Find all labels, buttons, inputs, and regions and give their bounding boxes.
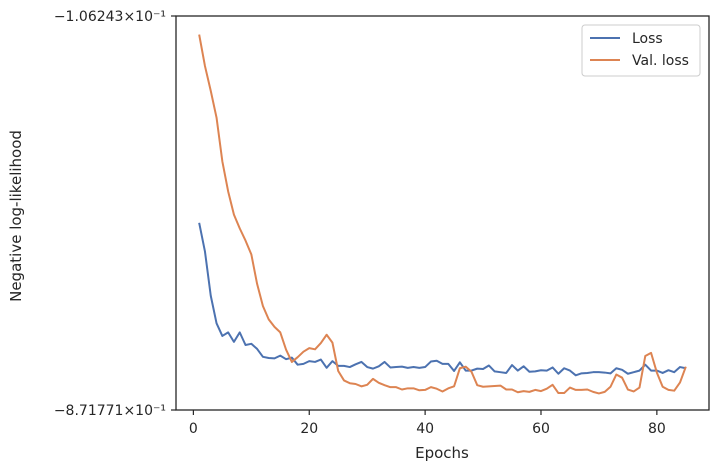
legend-label-loss: Loss: [632, 31, 663, 47]
series-layer: [198, 34, 687, 395]
legend: Loss Val. loss: [581, 24, 701, 77]
x-tick-label: 20: [300, 421, 318, 437]
x-axis: 0 20 40 60 80: [189, 410, 666, 437]
x-tick-label: 60: [532, 421, 550, 437]
series-line-loss: [198, 222, 687, 377]
y-tick-label-bottom: −8.71771×10⁻¹: [54, 403, 166, 419]
legend-label-val-loss: Val. loss: [632, 53, 689, 69]
plot-frame: [175, 15, 710, 411]
x-tick-label: 0: [189, 421, 198, 437]
x-axis-label: Epochs: [415, 444, 469, 462]
x-tick-label: 40: [416, 421, 434, 437]
y-tick-label-top: −1.06243×10⁻¹: [54, 9, 166, 25]
y-axis: −1.06243×10⁻¹ −8.71771×10⁻¹: [54, 9, 176, 419]
x-tick-label: 80: [648, 421, 666, 437]
y-axis-label: Negative log-likelihood: [7, 130, 25, 302]
series-line-val-loss: [198, 34, 687, 395]
